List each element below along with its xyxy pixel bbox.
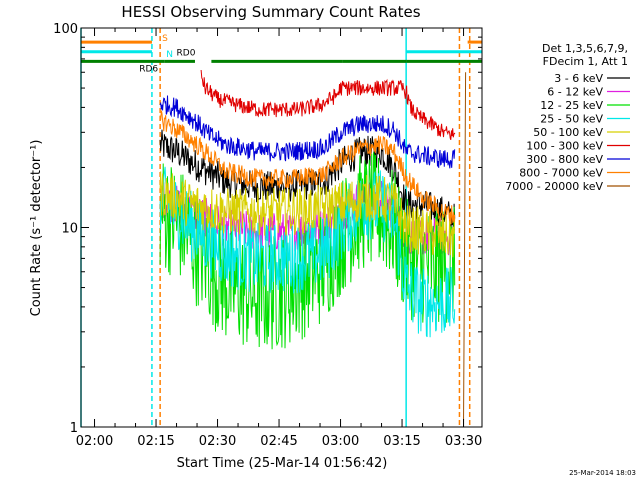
legend-label-5: 50 - 100 keV (533, 126, 603, 139)
plot-area: SN RD0 RD6 (80, 28, 482, 428)
x-tick-label-7: 03:30 (445, 434, 482, 449)
legend-label-9: 7000 - 20000 keV (505, 180, 603, 193)
x-tick-label-1: 02:00 (76, 434, 113, 449)
legend-label-4: 25 - 50 keV (540, 113, 603, 126)
x-tick-label-4: 02:45 (260, 434, 297, 449)
series-line-7 (159, 95, 456, 169)
series-line-6 (200, 69, 456, 140)
x-tick-label-5: 03:00 (322, 434, 359, 449)
legend-label-1: 3 - 6 keV (554, 72, 603, 85)
legend-label-2: 6 - 12 keV (547, 86, 603, 99)
flag-rd0-label: RD0 (177, 48, 196, 58)
flag-rd6-label: RD6 (139, 64, 158, 74)
y-tick-label-2: 10 (61, 222, 78, 237)
legend-header-line-1: Det 1,3,5,6,7,9, (542, 42, 628, 55)
footer-date: 25-Mar-2014 18:03 (569, 469, 636, 477)
x-tick-label-3: 02:30 (199, 434, 236, 449)
series-line-5 (159, 171, 456, 258)
series-line-8 (159, 110, 456, 225)
flag-n-label: N (166, 50, 173, 60)
x-axis-label: Start Time (25-Mar-14 01:56:42) (177, 456, 388, 471)
x-tick-label-2: 02:15 (137, 434, 174, 449)
legend-label-6: 100 - 300 keV (526, 140, 603, 153)
chart-title: HESSI Observing Summary Count Rates (121, 3, 420, 21)
legend-label-7: 300 - 800 keV (526, 153, 603, 166)
y-tick-label-1: 1 (70, 421, 78, 436)
flag-s-label: S (162, 34, 168, 44)
y-axis-label: Count Rate (s⁻¹ detector⁻¹) (29, 140, 44, 317)
legend: Det 1,3,5,6,7,9, FDecim 1, Att 1 3 - 6 k… (505, 42, 630, 193)
legend-header-line-2: FDecim 1, Att 1 (543, 55, 628, 68)
series-line-1 (159, 129, 456, 234)
axes: 1 10 100 02:00 02:15 02:30 02:45 03:00 03:15 03:3… (53, 22, 483, 449)
legend-label-8: 800 - 7000 keV (519, 167, 603, 180)
x-tick-label-6: 03:15 (383, 434, 420, 449)
y-tick-label-3: 100 (53, 22, 78, 37)
legend-label-3: 12 - 25 keV (540, 99, 603, 112)
